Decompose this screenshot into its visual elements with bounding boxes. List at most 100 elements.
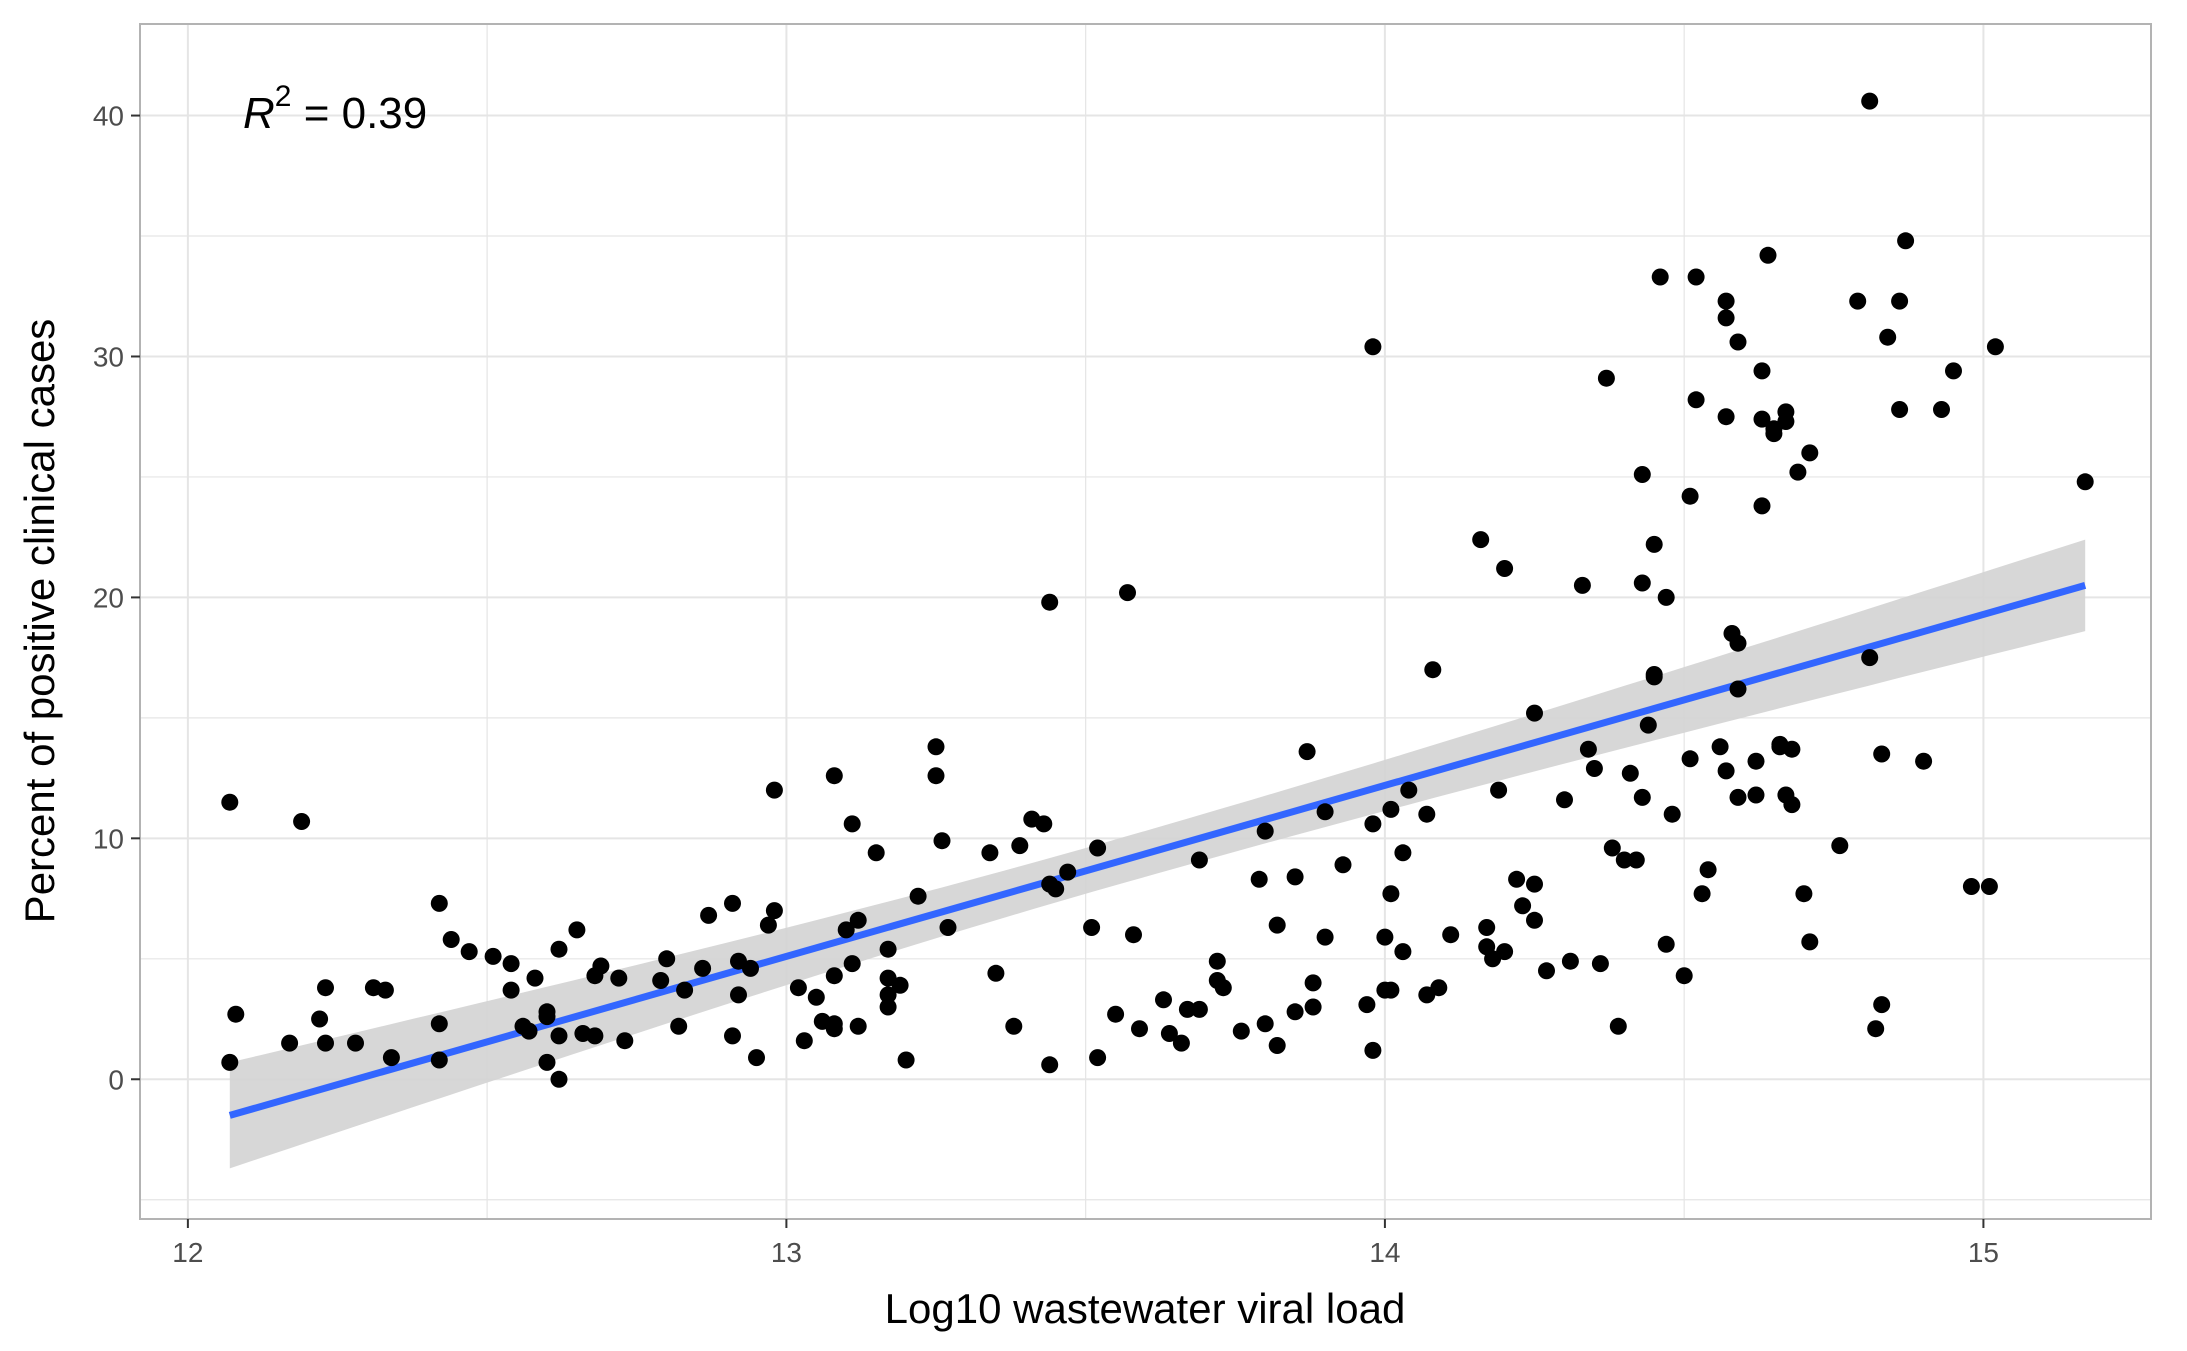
data-point [1831,837,1849,855]
data-point [927,767,945,785]
r-squared-annotation: R2 = 0.39 [243,80,427,138]
data-point [1980,878,1998,895]
data-point [1711,738,1729,756]
data-point [724,894,741,912]
data-point [1615,851,1633,869]
data-point [1867,1020,1885,1038]
data-point [1573,576,1591,594]
data-point [221,1053,239,1071]
data-point [1687,268,1705,286]
data-point [891,976,909,994]
data-point [376,981,394,999]
data-point [1783,796,1801,814]
x-tick-label: 12 [172,1237,203,1268]
data-point [1304,974,1322,992]
data-point [652,972,670,989]
data-point [1962,878,1980,895]
data-point [1364,815,1382,833]
data-point [1579,740,1597,758]
data-point [1753,362,1771,380]
data-point [742,959,759,977]
data-point [568,921,586,939]
data-point [1753,410,1771,428]
data-point [981,844,999,862]
data-point [1382,885,1400,903]
data-point [1035,815,1053,833]
data-point [1717,309,1735,327]
data-point [1059,863,1077,881]
data-point [502,981,520,999]
x-tick-label: 15 [1968,1237,1999,1268]
data-point [1131,1020,1148,1038]
data-point [1556,791,1573,809]
y-tick-label: 30 [93,341,124,372]
data-point [616,1032,634,1050]
data-point [1729,680,1747,698]
data-point [1897,232,1915,250]
data-point [670,1017,688,1035]
data-point [825,1015,843,1033]
data-point [317,1034,334,1052]
data-point [1717,762,1735,780]
data-point [1729,788,1747,806]
data-point [1508,870,1526,888]
data-point [1657,588,1675,606]
data-point [430,1015,448,1033]
data-point [1789,463,1807,481]
data-point [317,979,334,997]
data-point [1364,1041,1382,1059]
data-point [550,940,568,958]
data-point [1717,292,1735,310]
data-point [1089,1049,1107,1067]
regression-line [228,581,2087,1119]
y-tick-label: 0 [108,1064,124,1095]
data-point [1621,764,1639,782]
data-point [1089,839,1107,857]
data-point [1603,839,1621,857]
data-point [1891,401,1909,418]
data-point [1717,408,1735,426]
data-point [1496,560,1514,577]
data-point [1765,425,1783,443]
data-point [1609,1017,1627,1035]
data-point [1256,1015,1274,1033]
data-point [1681,750,1699,768]
data-point [1933,401,1950,418]
data-point [1160,1025,1178,1042]
data-point [927,738,945,756]
data-point [1172,1034,1190,1052]
data-point [1663,805,1681,823]
data-point [1873,745,1891,763]
data-point [879,940,897,958]
data-point [1430,979,1448,997]
data-point [1394,943,1412,961]
data-point [1633,466,1651,483]
data-point [1418,805,1436,823]
data-point [1041,593,1059,611]
x-axis-ticks: 12 13 14 15 [172,1219,1999,1268]
data-point [1334,856,1352,874]
data-point [1585,760,1603,777]
data-point [849,911,867,929]
data-point [502,955,520,973]
data-point [1526,875,1543,893]
data-point [1083,919,1101,936]
y-tick-label: 10 [93,823,124,854]
data-point [748,1049,765,1067]
data-point [1729,634,1747,652]
data-point [382,1049,400,1067]
data-point [658,950,676,968]
data-point [586,1027,604,1045]
data-point [1041,1056,1059,1074]
data-point [538,1053,556,1071]
x-tick-label: 14 [1369,1237,1400,1268]
x-axis-title: Log10 wastewater viral load [885,1285,1406,1332]
data-point [1364,338,1382,356]
data-point [1645,668,1663,686]
data-point [1304,998,1322,1016]
data-point [1747,786,1765,804]
data-point [1627,851,1645,869]
data-point [311,1010,329,1028]
data-point [1155,991,1172,1009]
